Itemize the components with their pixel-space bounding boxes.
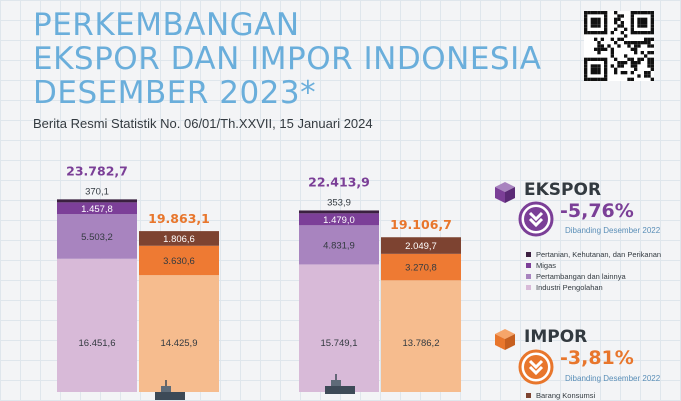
impor-percent: -3,81% xyxy=(560,347,634,369)
export-value-label-industri-1: 16.451,6 xyxy=(79,338,116,349)
export-total-label-2: 22.413,9 xyxy=(308,174,370,189)
title-line-1: PERKEMBANGAN xyxy=(33,7,300,43)
double-chevron-down-icon xyxy=(518,201,554,237)
export-value-label-migas-1: 1.457,8 xyxy=(81,204,113,215)
ekspor-percent: -5,76% xyxy=(560,200,634,222)
import-total-label-2: 19.106,7 xyxy=(390,217,452,232)
export-value-label-pertambangan-2: 4.831,9 xyxy=(323,240,355,251)
import-bar-impor-light-2 xyxy=(381,280,461,392)
export-value-label-pertanian-2: 353,9 xyxy=(327,197,351,208)
qr-code-icon xyxy=(584,11,654,81)
box-icon xyxy=(495,329,515,350)
legend-item-industri: Industri Pengolahan xyxy=(526,282,661,293)
box-icon xyxy=(495,182,515,203)
import-value-label-impor-mid-1: 3.630,6 xyxy=(163,256,195,267)
import-value-label-impor-mid-2: 3.270,8 xyxy=(405,263,437,274)
import-bar-impor-dark-1 xyxy=(139,231,219,246)
impor-label: IMPOR xyxy=(524,327,588,347)
legend-item-pertanian: Pertanian, Kehutanan, dan Perikanan xyxy=(526,249,661,260)
import-bar-impor-mid-2 xyxy=(381,253,461,281)
import-bar-impor-dark-2 xyxy=(381,237,461,254)
import-total-label-1: 19.863,1 xyxy=(148,211,210,226)
ekspor-legend: Pertanian, Kehutanan, dan Perikanan Miga… xyxy=(526,249,661,293)
page-title: PERKEMBANGAN EKSPOR DAN IMPOR INDONESIA … xyxy=(33,8,541,110)
import-value-label-impor-dark-1: 1.806,6 xyxy=(163,234,195,245)
export-bar-industri-2 xyxy=(299,264,379,392)
double-chevron-down-icon xyxy=(518,349,554,385)
export-total-label-1: 23.782,7 xyxy=(66,163,128,178)
export-value-label-pertambangan-1: 5.503,2 xyxy=(81,232,113,243)
export-bar-industri-1 xyxy=(57,258,137,392)
export-bar-pertanian-1 xyxy=(57,199,137,203)
import-bar-impor-mid-1 xyxy=(139,245,219,276)
ship-icon xyxy=(155,380,185,400)
export-value-label-migas-2: 1.479,0 xyxy=(323,215,355,226)
export-bar-migas-2 xyxy=(299,213,379,226)
ekspor-compare: Dibanding Desember 2022 xyxy=(565,226,661,235)
legend-item-pertambangan: Pertambangan dan lainnya xyxy=(526,271,661,282)
report-subtitle: Berita Resmi Statistik No. 06/01/Th.XXVI… xyxy=(33,116,373,131)
ship-icon xyxy=(325,374,355,394)
title-line-2: EKSPOR DAN IMPOR INDONESIA xyxy=(33,41,542,77)
export-value-label-pertanian-1: 370,1 xyxy=(85,186,109,197)
import-value-label-impor-light-1: 14.425,9 xyxy=(161,338,198,349)
legend-item-migas: Migas xyxy=(526,260,661,271)
export-bar-migas-1 xyxy=(57,202,137,215)
import-value-label-impor-light-2: 13.786,2 xyxy=(403,338,440,349)
import-value-label-impor-dark-2: 2.049,7 xyxy=(405,241,437,252)
export-value-label-industri-2: 15.749,1 xyxy=(321,338,358,349)
impor-compare: Dibanding Desember 2022 xyxy=(565,374,661,383)
title-line-3: DESEMBER 2023* xyxy=(33,75,317,111)
legend-item-barang-konsumsi: Barang Konsumsi xyxy=(526,390,595,401)
export-bar-pertambangan-2 xyxy=(299,225,379,265)
impor-legend: Barang Konsumsi xyxy=(526,390,595,401)
export-bar-pertanian-2 xyxy=(299,210,379,214)
export-bar-pertambangan-1 xyxy=(57,214,137,259)
ekspor-label: EKSPOR xyxy=(524,180,602,200)
import-bar-impor-light-1 xyxy=(139,275,219,392)
